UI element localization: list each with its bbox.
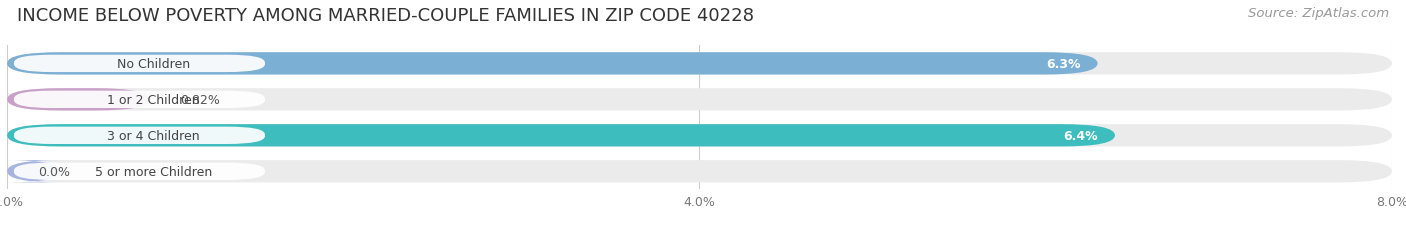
Text: 5 or more Children: 5 or more Children: [94, 165, 212, 178]
FancyBboxPatch shape: [7, 125, 1392, 147]
FancyBboxPatch shape: [14, 91, 264, 109]
FancyBboxPatch shape: [14, 55, 264, 73]
Text: 3 or 4 Children: 3 or 4 Children: [107, 129, 200, 142]
FancyBboxPatch shape: [7, 89, 149, 111]
Text: 0.82%: 0.82%: [180, 93, 219, 106]
Text: Source: ZipAtlas.com: Source: ZipAtlas.com: [1249, 7, 1389, 20]
FancyBboxPatch shape: [7, 89, 1392, 111]
FancyBboxPatch shape: [7, 53, 1098, 75]
FancyBboxPatch shape: [7, 53, 1392, 75]
FancyBboxPatch shape: [14, 163, 264, 180]
FancyBboxPatch shape: [7, 160, 1392, 183]
FancyBboxPatch shape: [14, 127, 264, 144]
Text: 6.3%: 6.3%: [1046, 58, 1080, 71]
Text: 1 or 2 Children: 1 or 2 Children: [107, 93, 200, 106]
Text: No Children: No Children: [117, 58, 190, 71]
Text: INCOME BELOW POVERTY AMONG MARRIED-COUPLE FAMILIES IN ZIP CODE 40228: INCOME BELOW POVERTY AMONG MARRIED-COUPL…: [17, 7, 754, 25]
FancyBboxPatch shape: [7, 125, 1115, 147]
FancyBboxPatch shape: [7, 160, 60, 183]
Text: 6.4%: 6.4%: [1063, 129, 1098, 142]
Text: 0.0%: 0.0%: [38, 165, 70, 178]
